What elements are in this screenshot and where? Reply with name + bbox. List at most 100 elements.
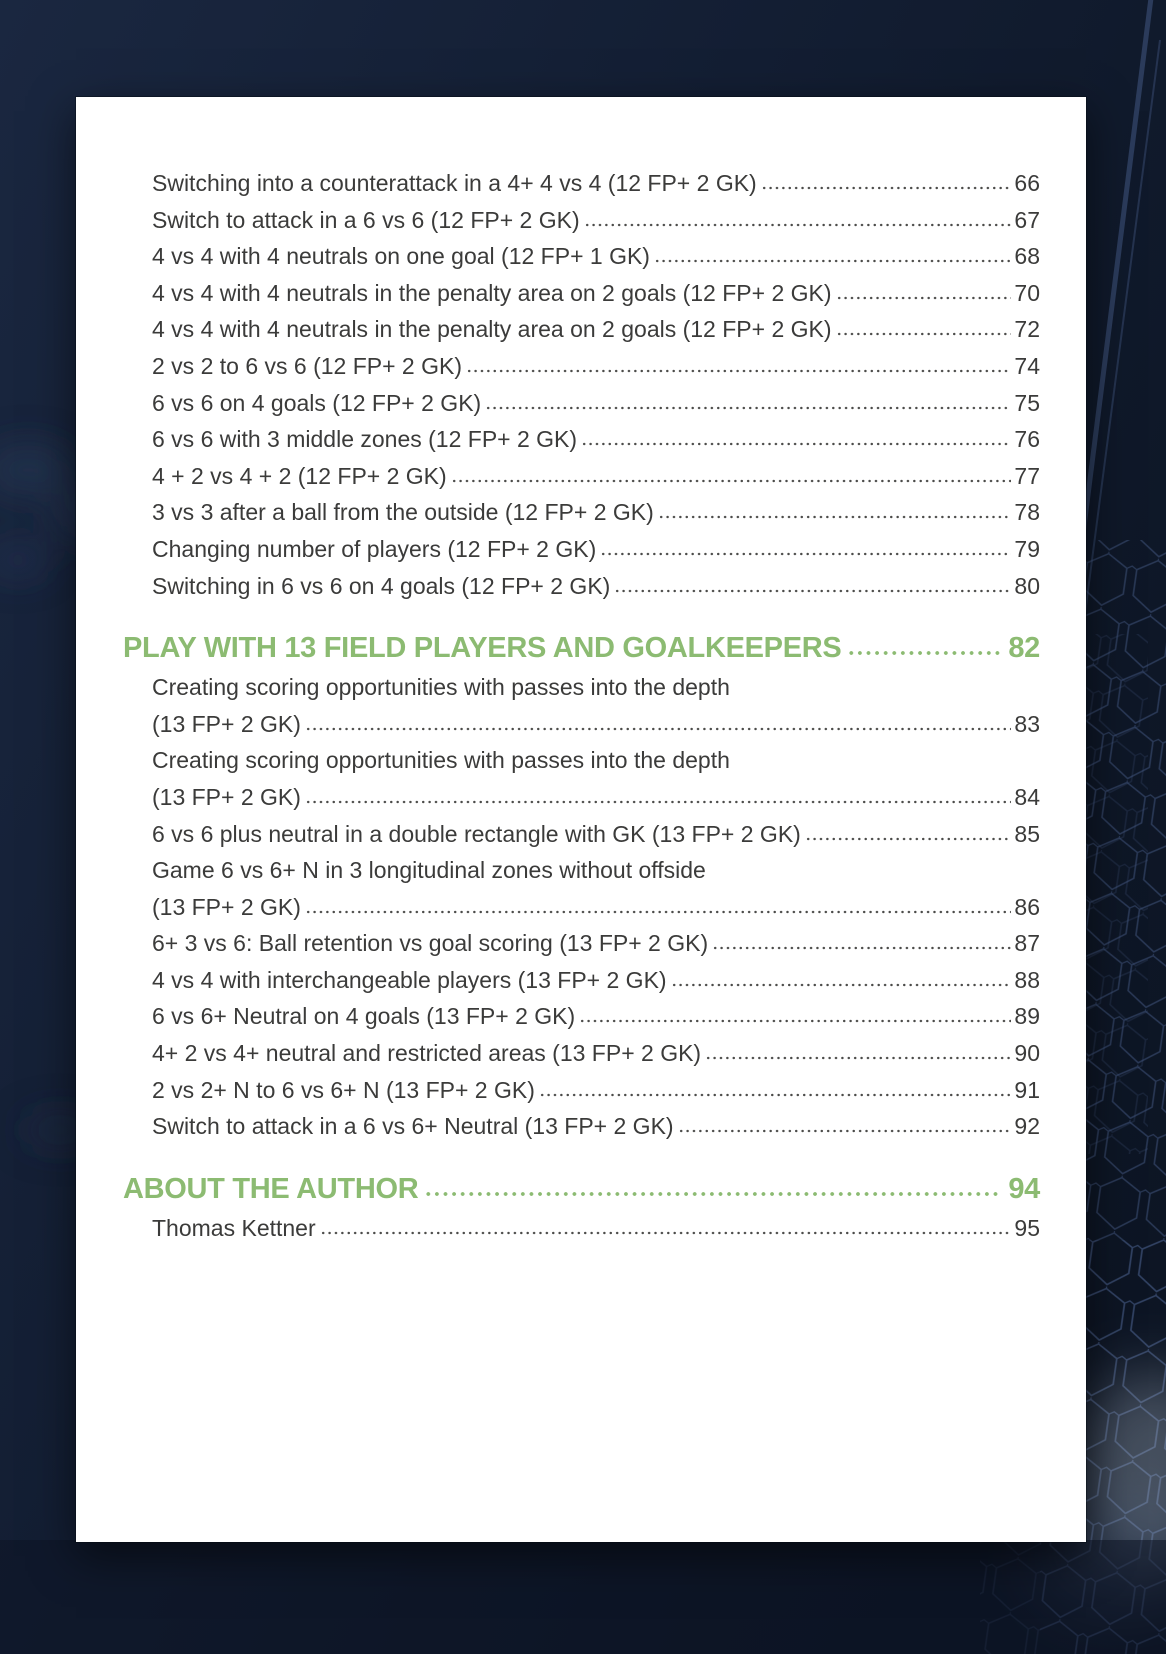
toc-entry-label: Switch to attack in a 6 vs 6+ Neutral (1… (152, 1113, 674, 1140)
toc-page-number: 91 (1014, 1076, 1040, 1103)
toc-entry-label: 4 vs 4 with 4 neutrals on one goal (12 F… (152, 243, 650, 270)
toc-entry-row: 4 + 2 vs 4 + 2 (12 FP+ 2 GK) 77 (123, 458, 1040, 495)
toc-page-number: 95 (1014, 1214, 1040, 1241)
toc-entry-continuation-row: Creating scoring opportunities with pass… (123, 669, 1040, 706)
toc-entry-label: 6 vs 6 with 3 middle zones (12 FP+ 2 GK) (152, 426, 578, 453)
toc-entry-row: 4+ 2 vs 4+ neutral and restricted areas … (123, 1035, 1040, 1072)
toc-page-number: 67 (1014, 206, 1040, 233)
toc-entry-label: Switch to attack in a 6 vs 6 (12 FP+ 2 G… (152, 206, 580, 233)
toc-entry-row: 6 vs 6+ Neutral on 4 goals (13 FP+ 2 GK)… (123, 998, 1040, 1035)
toc-entry-row: Changing number of players (12 FP+ 2 GK)… (123, 531, 1040, 568)
dotted-leader (835, 331, 1012, 338)
dotted-leader (705, 1055, 1012, 1062)
toc-entry-label: Switching into a counterattack in a 4+ 4… (152, 170, 757, 196)
toc-page-number: 68 (1014, 243, 1040, 270)
toc-page-number: 70 (1014, 279, 1040, 306)
dotted-leader (804, 835, 1012, 842)
dotted-leader (485, 404, 1012, 411)
toc-page-number: 80 (1014, 572, 1040, 599)
toc-entry-label: 2 vs 2 to 6 vs 6 (12 FP+ 2 GK) (152, 352, 462, 379)
toc-entry-row: 4 vs 4 with 4 neutrals in the penalty ar… (123, 275, 1040, 312)
toc-page-number: 77 (1014, 462, 1040, 489)
toc-entry-row: Switching into a counterattack in a 4+ 4… (123, 165, 1040, 202)
dotted-leader (614, 587, 1012, 594)
dotted-leader (424, 1189, 1003, 1198)
toc-heading-row: ABOUT THE AUTHOR 94 (123, 1168, 1040, 1210)
toc-page-number: 66 (1014, 170, 1040, 196)
toc-entry-row: 6 vs 6 plus neutral in a double rectangl… (123, 816, 1040, 853)
toc-entry-label: 4 vs 4 with 4 neutrals in the penalty ar… (152, 279, 832, 306)
dotted-leader (304, 908, 1012, 915)
toc-entry-label: Switching in 6 vs 6 on 4 goals (12 FP+ 2… (152, 572, 611, 599)
dotted-leader (653, 258, 1012, 265)
toc-entry-label: 6 vs 6 on 4 goals (12 FP+ 2 GK) (152, 389, 482, 416)
page-sheet: Switching into a counterattack in a 4+ 4… (76, 97, 1086, 1542)
toc-entry-label: 4 vs 4 with 4 neutrals in the penalty ar… (152, 316, 832, 343)
toc-entry-label: 4+ 2 vs 4+ neutral and restricted areas … (152, 1040, 702, 1067)
toc-entry-row: 3 vs 3 after a ball from the outside (12… (123, 494, 1040, 531)
toc-page-number: 75 (1014, 389, 1040, 416)
dotted-leader (760, 185, 1012, 191)
page-content: Switching into a counterattack in a 4+ 4… (76, 97, 1086, 1246)
toc-entry-row: 4 vs 4 with interchangeable players (13 … (123, 962, 1040, 999)
toc-heading-row: PLAY WITH 13 FIELD PLAYERS AND GOALKEEPE… (123, 627, 1040, 669)
toc-entry-row: 2 vs 2+ N to 6 vs 6+ N (13 FP+ 2 GK) 91 (123, 1072, 1040, 1109)
dotted-leader (657, 514, 1012, 521)
toc-entry-row: 6 vs 6 on 4 goals (12 FP+ 2 GK) 75 (123, 385, 1040, 422)
toc-page-number: 85 (1014, 820, 1040, 847)
dotted-leader (304, 798, 1012, 805)
dotted-leader (670, 981, 1012, 988)
toc-entry-label: (13 FP+ 2 GK) (152, 893, 301, 920)
dotted-leader (677, 1128, 1012, 1135)
toc-entry-row: (13 FP+ 2 GK) 86 (123, 889, 1040, 926)
toc-page-number: 87 (1014, 930, 1040, 957)
toc-entry-row: Switch to attack in a 6 vs 6+ Neutral (1… (123, 1108, 1040, 1145)
dotted-leader (466, 367, 1012, 374)
toc-entry-label: (13 FP+ 2 GK) (152, 783, 301, 810)
toc-entry-row: Switch to attack in a 6 vs 6 (12 FP+ 2 G… (123, 202, 1040, 239)
toc-entry-label: 2 vs 2+ N to 6 vs 6+ N (13 FP+ 2 GK) (152, 1076, 535, 1103)
toc-heading-label: PLAY WITH 13 FIELD PLAYERS AND GOALKEEPE… (123, 632, 842, 665)
toc-entry-label: Changing number of players (12 FP+ 2 GK) (152, 535, 597, 562)
toc-page-number: 82 (1008, 632, 1040, 665)
toc-entry-row: 6 vs 6 with 3 middle zones (12 FP+ 2 GK)… (123, 421, 1040, 458)
toc-page-number: 76 (1014, 426, 1040, 453)
toc-entry-row: 2 vs 2 to 6 vs 6 (12 FP+ 2 GK) 74 (123, 348, 1040, 385)
toc-page-number: 79 (1014, 535, 1040, 562)
toc-page-number: 72 (1014, 316, 1040, 343)
bottom-shade (0, 1540, 1166, 1654)
toc-heading-label: ABOUT THE AUTHOR (123, 1172, 419, 1205)
toc-page-number: 88 (1014, 966, 1040, 993)
toc-page-number: 78 (1014, 499, 1040, 526)
toc-entry-label: 6 vs 6+ Neutral on 4 goals (13 FP+ 2 GK) (152, 1003, 576, 1030)
toc-entry-row: Thomas Kettner 95 (123, 1210, 1040, 1247)
toc-list: Switching into a counterattack in a 4+ 4… (123, 165, 1040, 1246)
dotted-leader (712, 945, 1012, 952)
toc-page-number: 86 (1014, 893, 1040, 920)
dotted-leader (450, 477, 1012, 484)
toc-page-number: 74 (1014, 352, 1040, 379)
toc-page-number: 92 (1014, 1113, 1040, 1140)
toc-page-number: 89 (1014, 1003, 1040, 1030)
toc-page-number: 90 (1014, 1040, 1040, 1067)
toc-entry-row: 4 vs 4 with 4 neutrals on one goal (12 F… (123, 238, 1040, 275)
toc-entry-label: Creating scoring opportunities with pass… (152, 674, 730, 701)
toc-entry-label: Creating scoring opportunities with pass… (152, 747, 730, 774)
dotted-leader (304, 725, 1012, 732)
dotted-leader (835, 294, 1012, 301)
dotted-leader (538, 1091, 1012, 1098)
toc-entry-label: 6 vs 6 plus neutral in a double rectangl… (152, 820, 801, 847)
toc-entry-label: 6+ 3 vs 6: Ball retention vs goal scorin… (152, 930, 709, 957)
toc-entry-continuation-row: Creating scoring opportunities with pass… (123, 742, 1040, 779)
toc-page-number: 83 (1014, 710, 1040, 737)
toc-entry-label: 3 vs 3 after a ball from the outside (12… (152, 499, 654, 526)
toc-entry-continuation-row: Game 6 vs 6+ N in 3 longitudinal zones w… (123, 852, 1040, 889)
dotted-leader (600, 550, 1012, 557)
toc-entry-label: Thomas Kettner (152, 1214, 316, 1241)
toc-entry-row: 4 vs 4 with 4 neutrals in the penalty ar… (123, 311, 1040, 348)
dotted-leader (319, 1229, 1012, 1236)
dotted-leader (847, 649, 1003, 658)
toc-entry-label: 4 vs 4 with interchangeable players (13 … (152, 966, 667, 993)
